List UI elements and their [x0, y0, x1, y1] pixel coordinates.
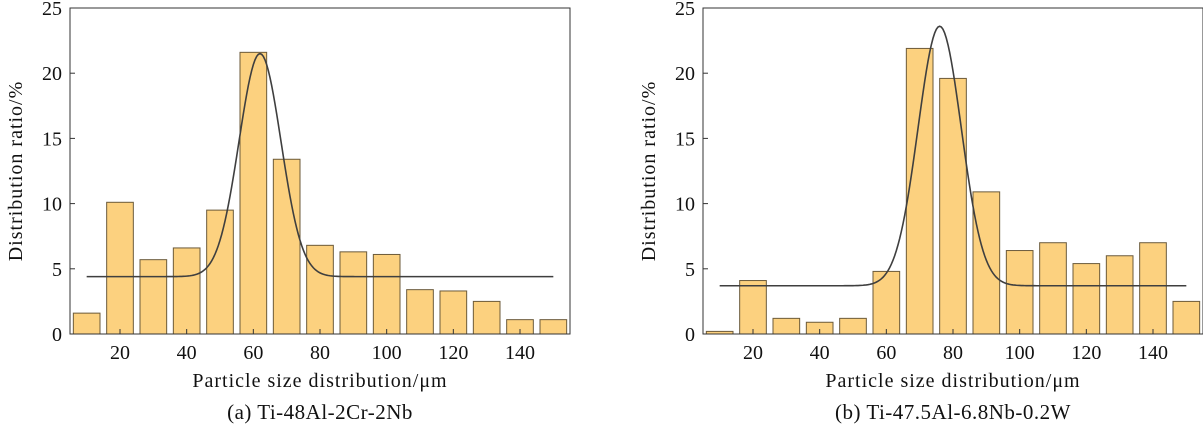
chart-b-y-tick-label: 20: [675, 63, 695, 85]
chart-panel-b: 0 5 10 15 20 25 20 40 60 80 100 120 140 Particle size…: [600, 0, 1203, 434]
chart-a-y-tick-label: 25: [42, 0, 62, 20]
chart-b-y-tick-label: 10: [675, 194, 695, 216]
chart-a-bar: [72, 312, 101, 335]
chart-a-x-tick-label: 80: [310, 342, 330, 364]
chart-b-bar: [872, 270, 901, 335]
chart-b-bar: [1072, 263, 1101, 335]
chart-b-x-tick-label: 20: [743, 342, 763, 364]
chart-a-bar: [206, 209, 234, 335]
chart-a-bar: [539, 319, 568, 335]
chart-a-bar: [139, 259, 168, 335]
chart-b-bar: [939, 77, 967, 335]
chart-b-y-axis-label: Distribution ratio/%: [638, 81, 660, 262]
chart-a-x-tick-label: 120: [438, 342, 468, 364]
chart-a-y-axis-label: Distribution ratio/%: [5, 81, 27, 262]
chart-a-x-tick-label: 20: [110, 342, 130, 364]
chart-a-bar: [106, 201, 134, 335]
chart-a-fit-curve: [86, 52, 554, 278]
chart-b-bar: [739, 280, 767, 335]
chart-b-x-tick-label: 80: [943, 342, 963, 364]
chart-a-bar: [172, 247, 201, 335]
chart-a-y-tick-label: 0: [52, 324, 62, 346]
chart-b-bar: [1172, 300, 1201, 335]
chart-a-y-tick-label: 10: [42, 194, 62, 216]
chart-b-caption: (b) Ti-47.5Al-6.8Nb-0.2W: [835, 400, 1071, 424]
chart-b-bar: [905, 47, 934, 335]
chart-a-y-tick-label: 20: [42, 63, 62, 85]
chart-a-y-tick-label: 5: [52, 259, 62, 281]
chart-b-x-tick-label: 120: [1071, 342, 1101, 364]
chart-b-x-axis-label: Particle size distribution/μm: [825, 370, 1080, 392]
chart-b-bar: [839, 317, 867, 335]
chart-a-x-axis-label: Particle size distribution/μm: [192, 370, 447, 392]
chart-b-bar: [1005, 250, 1034, 335]
chart-b-y-tick-label: 0: [685, 324, 695, 346]
chart-a-bar: [339, 251, 368, 335]
chart-b-bar: [1139, 242, 1167, 335]
chart-b-y-tick-label: 25: [675, 0, 695, 20]
chart-b-bar: [1039, 242, 1067, 335]
chart-b-fit-curve: [719, 25, 1187, 287]
chart-a-bar: [306, 244, 334, 335]
chart-b-x-tick-label: 40: [810, 342, 830, 364]
chart-b-bar: [772, 317, 801, 335]
chart-b-bar: [1105, 255, 1134, 335]
chart-panel-a: 0 5 10 15 20 25 20 40 60 80 100 120 140 Particle size…: [0, 0, 600, 434]
chart-a-x-tick-label: 60: [243, 342, 263, 364]
chart-b-svg: 0 5 10 15 20 25 20 40 60 80 100 120 140 Particle size…: [638, 0, 1203, 392]
chart-b-y-tick-label: 5: [685, 259, 695, 281]
chart-a-bar: [439, 290, 468, 335]
chart-a-bar: [272, 158, 301, 335]
chart-b-y-tick-label: 15: [675, 128, 695, 150]
chart-a-bar: [472, 300, 501, 335]
chart-a-x-tick-label: 140: [505, 342, 535, 364]
chart-b-x-tick-label: 100: [1005, 342, 1035, 364]
chart-a-svg: 0 5 10 15 20 25 20 40 60 80 100 120 140 Particle size…: [5, 0, 571, 392]
chart-a-bar: [239, 51, 268, 335]
chart-a-x-tick-label: 40: [177, 342, 197, 364]
chart-b-bar: [972, 191, 1001, 335]
chart-b-x-tick-label: 140: [1138, 342, 1168, 364]
chart-a-x-tick-label: 100: [372, 342, 402, 364]
chart-a-bar: [406, 289, 434, 335]
chart-a-bar: [372, 253, 401, 335]
chart-a-caption: (a) Ti-48Al-2Cr-2Nb: [227, 400, 413, 424]
chart-b-x-tick-label: 60: [876, 342, 896, 364]
chart-a-y-tick-label: 15: [42, 128, 62, 150]
